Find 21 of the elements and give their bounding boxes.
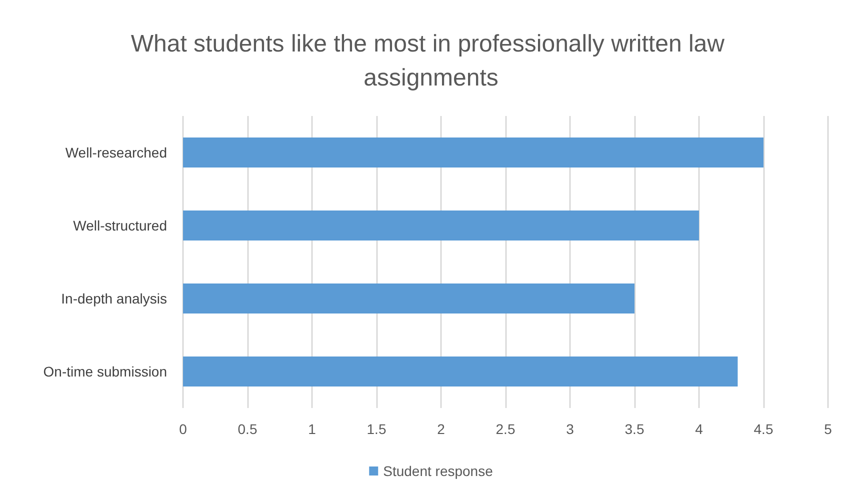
y-tick-label: On-time submission (43, 364, 167, 380)
legend-label: Student response (383, 463, 494, 479)
x-tick-label: 5 (824, 421, 832, 437)
y-tick-label: Well-structured (73, 218, 167, 234)
x-tick-label: 2 (437, 421, 446, 437)
x-tick-label: 1.5 (366, 421, 386, 437)
bar (183, 138, 764, 168)
bar (183, 356, 738, 386)
x-tick-label: 4.5 (754, 421, 774, 437)
x-tick-label: 1 (308, 421, 316, 437)
x-tick-label: 0.5 (238, 421, 258, 437)
x-tick-label: 2.5 (496, 421, 516, 437)
x-tick-label: 0 (179, 421, 188, 437)
bar (183, 284, 634, 314)
x-tick-label: 3 (566, 421, 574, 437)
x-tick-label: 3.5 (624, 421, 644, 437)
chart-title: What students like the most in professionally written law assignments (130, 30, 732, 92)
y-tick-label: In-depth analysis (61, 290, 167, 306)
bar (183, 210, 699, 240)
x-tick-label: 4 (695, 421, 704, 437)
y-tick-label: Well-researched (65, 144, 167, 160)
